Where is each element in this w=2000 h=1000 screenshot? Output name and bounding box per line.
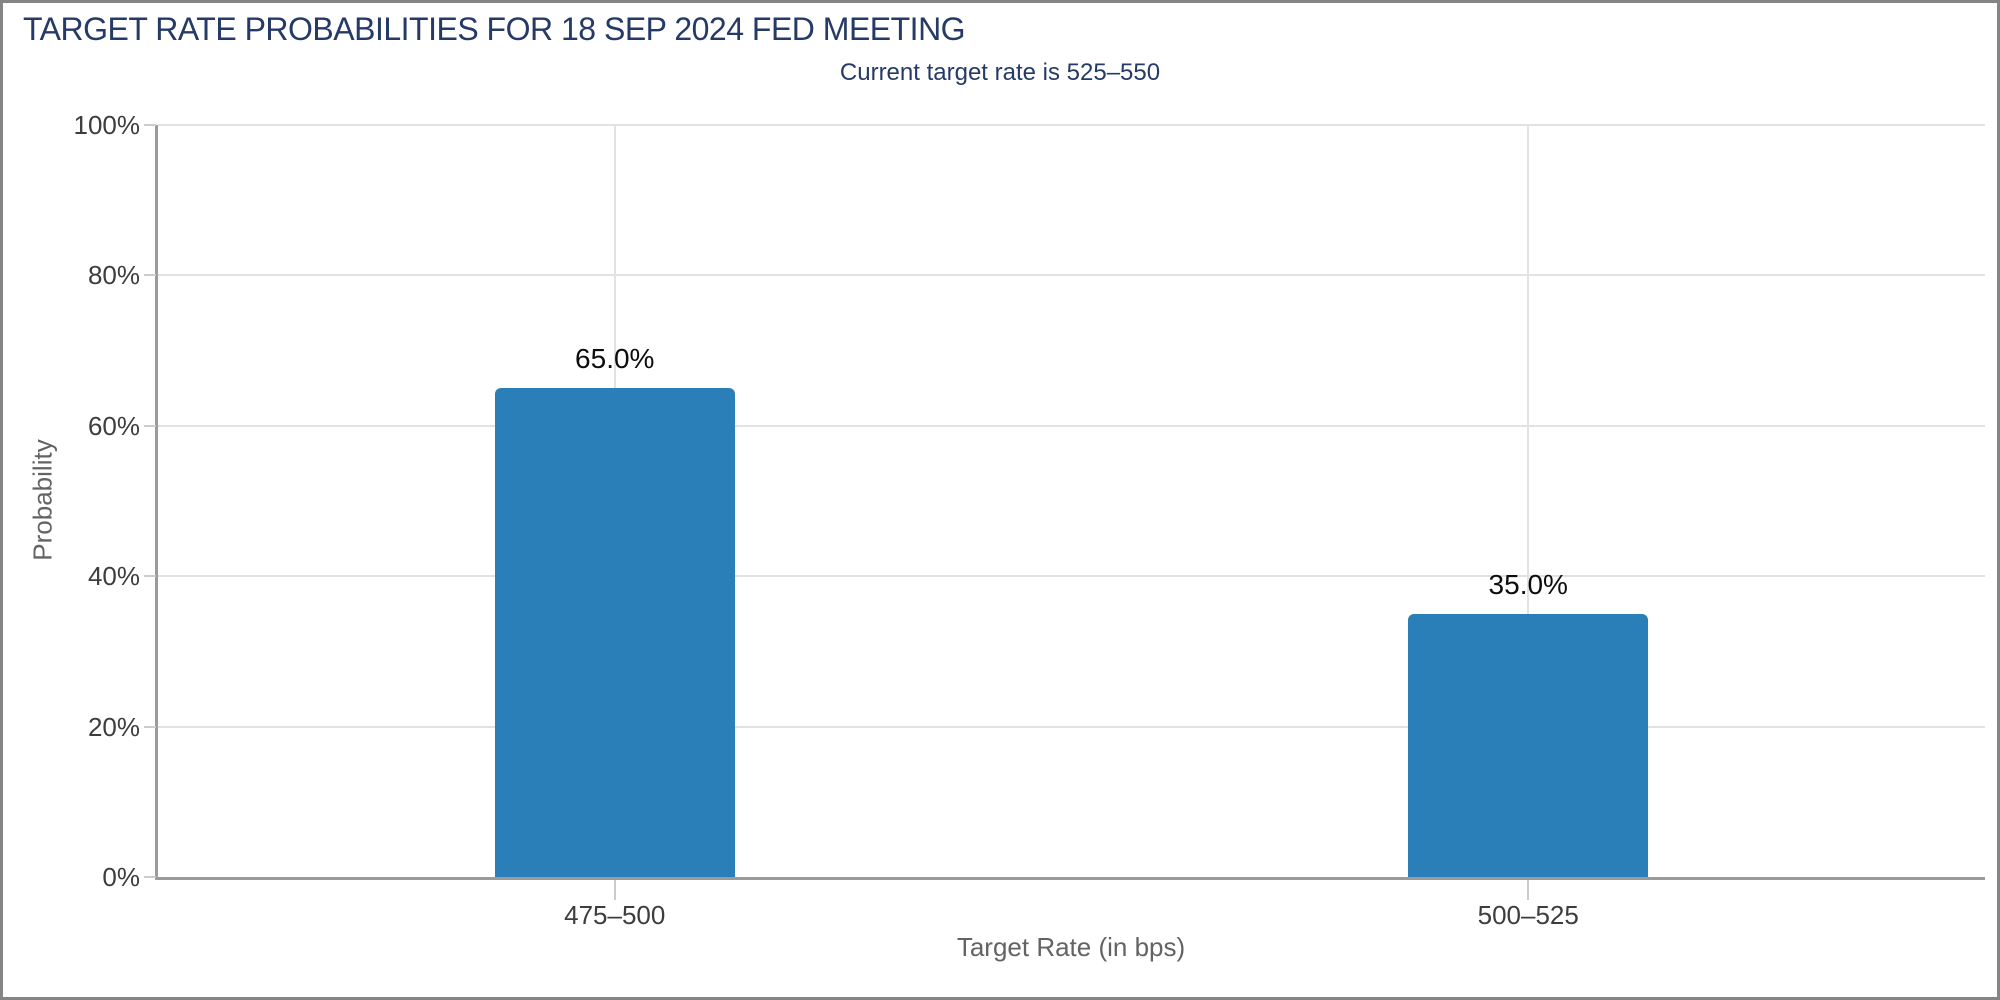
y-tick-label: 0%: [102, 862, 140, 892]
bar-500–525: [1408, 613, 1649, 877]
y-tick-label: 20%: [87, 711, 140, 742]
y-gridline: [158, 274, 1985, 277]
y-gridline: [158, 424, 1985, 427]
bar-value-label: 35.0%: [1488, 568, 1568, 600]
y-tick-mark: [144, 274, 156, 277]
x-axis-label: Target Rate (in bps): [956, 932, 1186, 962]
y-tick-label: 80%: [87, 260, 140, 291]
chart-title: TARGET RATE PROBABILITIES FOR 18 SEP 202…: [23, 11, 966, 47]
y-axis-label: Probability: [27, 439, 58, 561]
x-tick-mark: [613, 880, 616, 900]
y-tick-mark: [144, 575, 156, 578]
y-tick-mark: [144, 424, 156, 427]
x-gridline: [1527, 125, 1530, 877]
y-tick-label: 100%: [73, 110, 141, 140]
y-tick-mark: [144, 124, 156, 126]
y-gridline: [158, 725, 1985, 728]
y-tick-label: 60%: [87, 410, 140, 441]
y-tick-label: 40%: [87, 561, 140, 592]
bar-value-label: 65.0%: [575, 343, 655, 375]
x-tick-mark: [1527, 880, 1530, 900]
y-gridline: [158, 575, 1985, 578]
plot-area: [155, 125, 1985, 880]
y-gridline: [158, 124, 1985, 126]
y-tick-mark: [144, 876, 156, 878]
x-tick-label: 500–525: [1477, 900, 1579, 930]
bar-475–500: [494, 388, 735, 877]
x-tick-label: 475–500: [564, 900, 666, 930]
y-tick-mark: [144, 725, 156, 728]
chart-subtitle: Current target rate is 525–550: [839, 59, 1161, 86]
